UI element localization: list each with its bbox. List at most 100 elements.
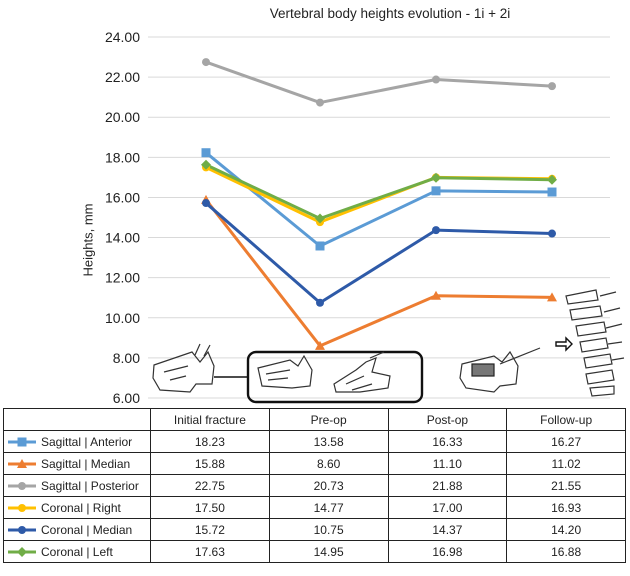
y-tick-label: 10.00 (105, 310, 140, 326)
table-header-cell: Initial fracture (150, 408, 270, 431)
data-point (547, 292, 557, 302)
legend-label: Coronal | Right (41, 500, 121, 515)
data-point (18, 504, 26, 513)
arrow-icon (555, 336, 573, 352)
legend-entry: Coronal | Left (3, 540, 151, 563)
table-cell: 22.75 (150, 474, 270, 497)
data-point (17, 437, 27, 447)
table-cell: 11.02 (506, 452, 626, 475)
vertebra-postop-image (459, 347, 541, 393)
legend-label: Sagittal | Anterior (41, 434, 133, 449)
table-row: Sagittal | Posterior 22.75 20.73 21.88 21.55 (3, 474, 626, 497)
spine-followup-image (565, 289, 625, 397)
legend-swatch (8, 547, 36, 558)
table-header-cell: Post-op (387, 408, 508, 431)
data-table: Initial fracture Pre-op Post-op Follow-u… (3, 408, 626, 563)
table-cell: 17.00 (387, 496, 508, 519)
legend-entry: Sagittal | Anterior (3, 430, 151, 453)
data-point (202, 58, 210, 67)
table-row: Sagittal | Median 15.88 8.60 11.10 11.02 (3, 452, 626, 475)
chart-title: Vertebral body heights evolution - 1i + … (269, 6, 511, 21)
data-point (431, 186, 441, 196)
table-cell: 16.88 (506, 540, 626, 563)
table-cell: 14.20 (506, 518, 626, 541)
legend-entry: Sagittal | Median (3, 452, 151, 475)
legend-entry: Coronal | Median (3, 518, 151, 541)
series-line (205, 201, 553, 305)
legend-label: Sagittal | Posterior (41, 478, 139, 493)
legend-swatch (8, 504, 36, 513)
table-cell: 16.33 (387, 430, 508, 453)
table-cell: 8.60 (268, 452, 389, 475)
table-header-row: Initial fracture Pre-op Post-op Follow-u… (3, 408, 626, 431)
table-cell: 16.98 (387, 540, 508, 563)
table-cell: 17.63 (150, 540, 270, 563)
data-point (315, 241, 325, 251)
table-header-series (3, 408, 151, 431)
legend-entry: Sagittal | Posterior (3, 474, 151, 497)
y-tick-label: 24.00 (105, 29, 140, 45)
table-row: Sagittal | Anterior 18.23 13.58 16.33 16.27 (3, 430, 626, 453)
series-line (205, 163, 553, 221)
table-header-cell: Pre-op (268, 408, 389, 431)
legend-entry: Coronal | Right (3, 496, 151, 519)
vertebra-preop-image-a (257, 354, 313, 389)
data-point (201, 159, 211, 170)
table-cell: 15.72 (150, 518, 270, 541)
data-point (432, 75, 440, 84)
legend-swatch (8, 482, 36, 491)
series-lines (204, 60, 553, 348)
series-markers (201, 58, 557, 350)
data-point (18, 526, 26, 535)
data-point (431, 290, 441, 300)
table-cell: 15.88 (150, 452, 270, 475)
data-point (316, 298, 324, 307)
data-point (548, 82, 556, 91)
data-point (547, 174, 557, 185)
legend-swatch (8, 437, 36, 447)
table-row: Coronal | Left 17.63 14.95 16.98 16.88 (3, 540, 626, 563)
table-header-cell: Follow-up (506, 408, 626, 431)
data-point (431, 172, 441, 183)
vertebra-illustrations (152, 289, 625, 404)
data-point (18, 482, 26, 491)
table-cell: 16.27 (506, 430, 626, 453)
line-chart: 6.00 8.00 10.00 12.00 14.00 16.00 18.00 20.00 22… (105, 29, 625, 406)
y-tick-label: 8.00 (113, 350, 140, 366)
series-line (205, 60, 553, 105)
data-point (201, 148, 211, 158)
table-cell: 17.50 (150, 496, 270, 519)
y-tick-label: 18.00 (105, 149, 140, 165)
data-point (316, 98, 324, 107)
data-point (202, 199, 210, 208)
legend-label: Sagittal | Median (41, 456, 131, 471)
y-tick-label: 14.00 (105, 230, 140, 246)
series-line (204, 198, 553, 348)
table-cell: 16.93 (506, 496, 626, 519)
vertebra-preop-image-b (333, 351, 391, 393)
preop-image-frame (246, 350, 424, 404)
table-cell: 21.55 (506, 474, 626, 497)
y-tick-label: 6.00 (113, 390, 140, 406)
table-cell: 20.73 (268, 474, 389, 497)
vertebra-initial-image (152, 343, 215, 393)
legend-swatch (8, 459, 36, 469)
data-point (548, 229, 556, 238)
legend-swatch (8, 526, 36, 535)
table-cell: 14.77 (268, 496, 389, 519)
table-row: Coronal | Right 17.50 14.77 17.00 16.93 (3, 496, 626, 519)
data-point (315, 213, 325, 224)
y-tick-labels: 6.00 8.00 10.00 12.00 14.00 16.00 18.00 20.00 22… (105, 29, 140, 406)
data-point (432, 226, 440, 235)
y-tick-label: 20.00 (105, 109, 140, 125)
table-cell: 14.37 (387, 518, 508, 541)
table-cell: 18.23 (150, 430, 270, 453)
table-row: Coronal | Median 15.72 10.75 14.37 14.20 (3, 518, 626, 541)
y-tick-label: 16.00 (105, 189, 140, 205)
data-point (547, 187, 557, 197)
series-line (205, 151, 553, 248)
table-cell: 21.88 (387, 474, 508, 497)
table-cell: 11.10 (387, 452, 508, 475)
data-point (17, 547, 27, 558)
y-tick-label: 22.00 (105, 69, 140, 85)
